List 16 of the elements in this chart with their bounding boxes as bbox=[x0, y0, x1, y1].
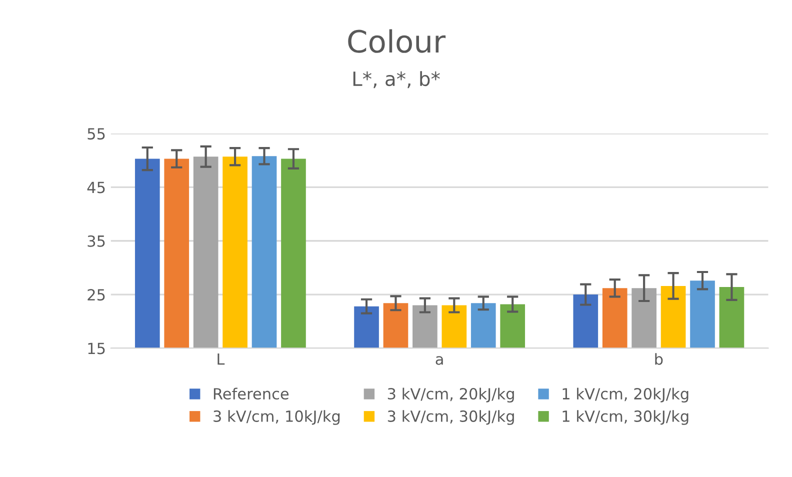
legend-label: 1 kV/cm, 20kJ/kg bbox=[562, 388, 688, 403]
y-tick-label: 15 bbox=[88, 342, 105, 354]
chart-subtitle: L*, a*, b* bbox=[353, 71, 440, 88]
x-tick-label: a bbox=[436, 356, 443, 365]
x-tick-label: b bbox=[655, 353, 663, 365]
legend-label: 3 kV/cm, 20kJ/kg bbox=[388, 388, 514, 403]
y-tick-label: 45 bbox=[87, 182, 105, 194]
legend-label: 3 kV/cm, 30kJ/kg bbox=[388, 410, 514, 425]
x-tick-label: L bbox=[218, 354, 225, 365]
legend-label: 3 kV/cm, 10kJ/kg bbox=[214, 410, 340, 425]
y-tick-label: 55 bbox=[88, 128, 105, 140]
y-tick-label: 25 bbox=[88, 289, 105, 301]
legend-label: 1 kV/cm, 30kJ/kg bbox=[562, 410, 688, 425]
y-tick-label: 35 bbox=[88, 235, 105, 247]
chart-title: Colour bbox=[348, 29, 446, 53]
legend-label: Reference bbox=[214, 388, 289, 400]
